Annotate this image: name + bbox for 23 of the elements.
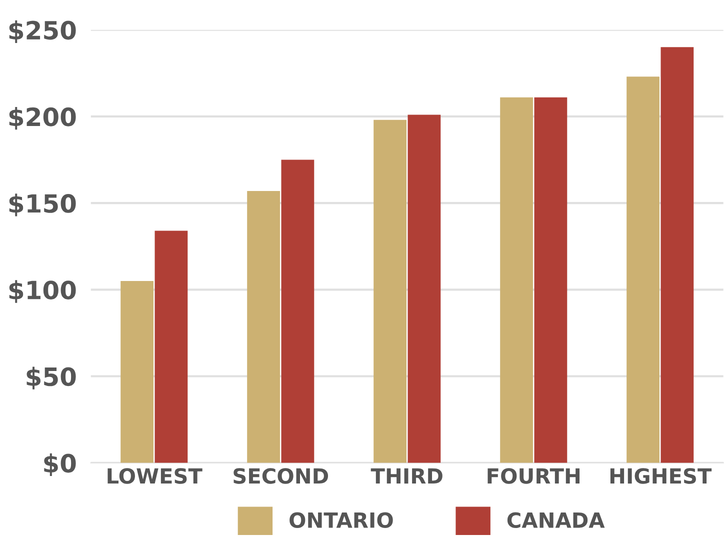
bar bbox=[281, 160, 314, 463]
bar bbox=[154, 230, 188, 463]
bar bbox=[534, 97, 568, 463]
bar bbox=[660, 47, 694, 463]
bar bbox=[247, 190, 280, 463]
y-tick-label: $150 bbox=[9, 194, 76, 216]
x-tick-label: THIRD bbox=[370, 468, 442, 484]
y-tick-label: $200 bbox=[9, 106, 76, 130]
bar bbox=[626, 76, 660, 463]
bar bbox=[120, 281, 154, 463]
y-tick-label: $50 bbox=[26, 366, 76, 390]
legend-label: ONTARIO bbox=[290, 512, 393, 528]
x-tick-label: SECOND bbox=[234, 468, 328, 484]
bar bbox=[408, 114, 441, 463]
legend-label: CANADA bbox=[507, 512, 605, 528]
y-tick-label: $100 bbox=[9, 280, 76, 303]
x-tick-label: FOURTH bbox=[488, 468, 580, 484]
y-tick-label: $0 bbox=[44, 453, 76, 476]
bar bbox=[374, 120, 406, 463]
x-tick-label: LOWEST bbox=[108, 468, 202, 484]
x-tick-label: HIGHEST bbox=[610, 468, 712, 484]
y-tick-label: $250 bbox=[9, 20, 76, 44]
bar bbox=[500, 97, 533, 463]
